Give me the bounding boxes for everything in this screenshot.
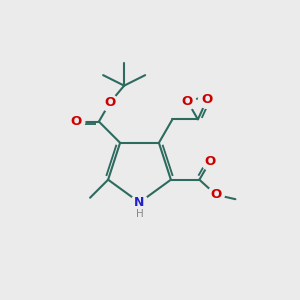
Text: O: O	[201, 93, 212, 106]
Text: O: O	[182, 95, 193, 108]
Text: O: O	[210, 188, 221, 201]
Text: O: O	[204, 155, 215, 168]
Circle shape	[68, 113, 85, 130]
Text: H: H	[136, 209, 143, 219]
Circle shape	[131, 194, 148, 211]
Circle shape	[179, 93, 196, 110]
Text: O: O	[71, 115, 82, 128]
Circle shape	[202, 153, 218, 170]
Text: N: N	[134, 196, 145, 209]
Text: O: O	[104, 96, 115, 110]
Circle shape	[208, 186, 224, 203]
Circle shape	[101, 94, 118, 111]
Circle shape	[199, 92, 215, 108]
